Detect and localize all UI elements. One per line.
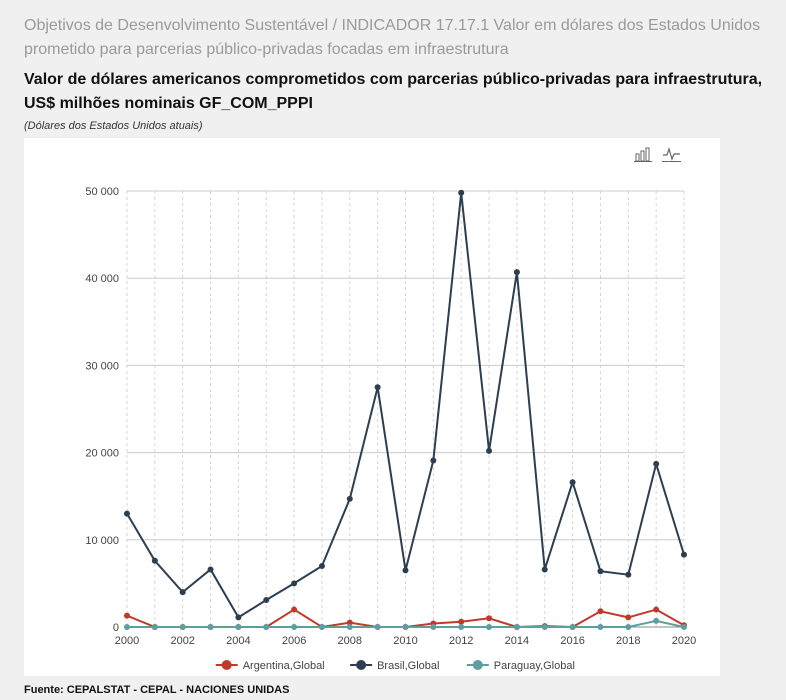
legend-item-label[interactable]: Brasil,Global	[377, 660, 439, 672]
y-tick-label: 20 000	[85, 448, 119, 460]
data-point[interactable]	[569, 479, 576, 486]
x-tick-label: 2002	[170, 635, 194, 647]
data-point[interactable]	[151, 557, 158, 564]
x-tick-label: 2004	[226, 635, 250, 647]
data-point[interactable]	[486, 447, 493, 454]
data-point[interactable]	[597, 568, 604, 575]
data-point[interactable]	[346, 619, 353, 626]
chart-panel: 0 10 000 20 000 30 000 40 000 50 000 2000 2002 2…	[24, 138, 720, 676]
data-point[interactable]	[513, 624, 520, 630]
data-point[interactable]	[458, 624, 465, 630]
data-point[interactable]	[151, 624, 158, 630]
data-point[interactable]	[430, 457, 437, 464]
chart-title: Valor de dólares americanos comprometido…	[24, 71, 763, 112]
data-point[interactable]	[541, 624, 548, 630]
data-point[interactable]	[486, 624, 493, 630]
x-tick-label: 2006	[282, 635, 306, 647]
header: Objetivos de Desenvolvimento Sustentável…	[0, 0, 786, 145]
data-point[interactable]	[207, 624, 214, 630]
legend-item-label[interactable]: Argentina,Global	[243, 660, 325, 672]
y-tick-label: 30 000	[85, 360, 119, 372]
line-chart-icon[interactable]	[662, 146, 682, 162]
data-point[interactable]	[318, 562, 325, 569]
data-point[interactable]	[318, 624, 325, 630]
x-tick-label: 2010	[393, 635, 417, 647]
data-point[interactable]	[597, 624, 604, 630]
line-chart: 0 10 000 20 000 30 000 40 000 50 000 2000 2002 2…	[85, 186, 696, 672]
legend-marker	[221, 660, 232, 670]
data-point[interactable]	[486, 615, 493, 622]
data-point[interactable]	[569, 624, 576, 630]
legend-marker	[356, 660, 367, 670]
x-tick-label: 2000	[115, 635, 139, 647]
x-tick-label: 2020	[672, 635, 696, 647]
legend-item-label[interactable]: Paraguay,Global	[494, 660, 575, 672]
data-point[interactable]	[625, 624, 632, 630]
data-point[interactable]	[402, 567, 409, 574]
data-point[interactable]	[235, 614, 242, 621]
data-point[interactable]	[124, 624, 130, 630]
chart-subtitle: (Dólares dos Estados Unidos atuais)	[24, 120, 203, 132]
data-point[interactable]	[346, 624, 353, 630]
data-point[interactable]	[263, 596, 270, 603]
data-point[interactable]	[291, 624, 298, 630]
data-point[interactable]	[653, 460, 660, 467]
x-tick-label: 2016	[560, 635, 584, 647]
data-point[interactable]	[653, 606, 660, 613]
legend-marker	[472, 660, 483, 670]
data-point[interactable]	[625, 571, 632, 578]
y-tick-label: 40 000	[85, 273, 119, 285]
data-point[interactable]	[291, 606, 298, 613]
data-point[interactable]	[179, 589, 186, 596]
y-tick-label: 10 000	[85, 535, 119, 547]
y-tick-label: 0	[113, 622, 119, 634]
data-point[interactable]	[681, 624, 687, 630]
data-point[interactable]	[374, 624, 381, 630]
x-tick-label: 2012	[449, 635, 473, 647]
data-point[interactable]	[597, 608, 604, 615]
data-point[interactable]	[513, 269, 520, 276]
data-point[interactable]	[458, 189, 465, 196]
source-note: Fuente: CEPALSTAT - CEPAL - NACIONES UNI…	[24, 684, 290, 696]
data-point[interactable]	[235, 624, 242, 630]
data-point[interactable]	[430, 624, 437, 630]
data-point[interactable]	[263, 624, 270, 630]
x-tick-label: 2008	[338, 635, 362, 647]
data-point[interactable]	[124, 510, 130, 517]
data-point[interactable]	[207, 566, 214, 573]
data-point[interactable]	[124, 612, 130, 619]
data-point[interactable]	[541, 566, 548, 573]
data-point[interactable]	[346, 495, 353, 502]
data-point[interactable]	[653, 617, 660, 624]
y-tick-label: 50 000	[85, 186, 119, 198]
indicator-supertitle: Objetivos de Desenvolvimento Sustentável…	[24, 17, 761, 58]
data-point[interactable]	[458, 618, 465, 625]
bar-chart-icon[interactable]	[634, 146, 654, 162]
data-point[interactable]	[374, 384, 381, 391]
data-point[interactable]	[291, 580, 298, 587]
data-point[interactable]	[402, 624, 409, 630]
data-point[interactable]	[179, 624, 186, 630]
data-point[interactable]	[625, 614, 632, 621]
data-point[interactable]	[681, 551, 687, 558]
x-tick-label: 2018	[616, 635, 640, 647]
x-tick-label: 2014	[505, 635, 529, 647]
